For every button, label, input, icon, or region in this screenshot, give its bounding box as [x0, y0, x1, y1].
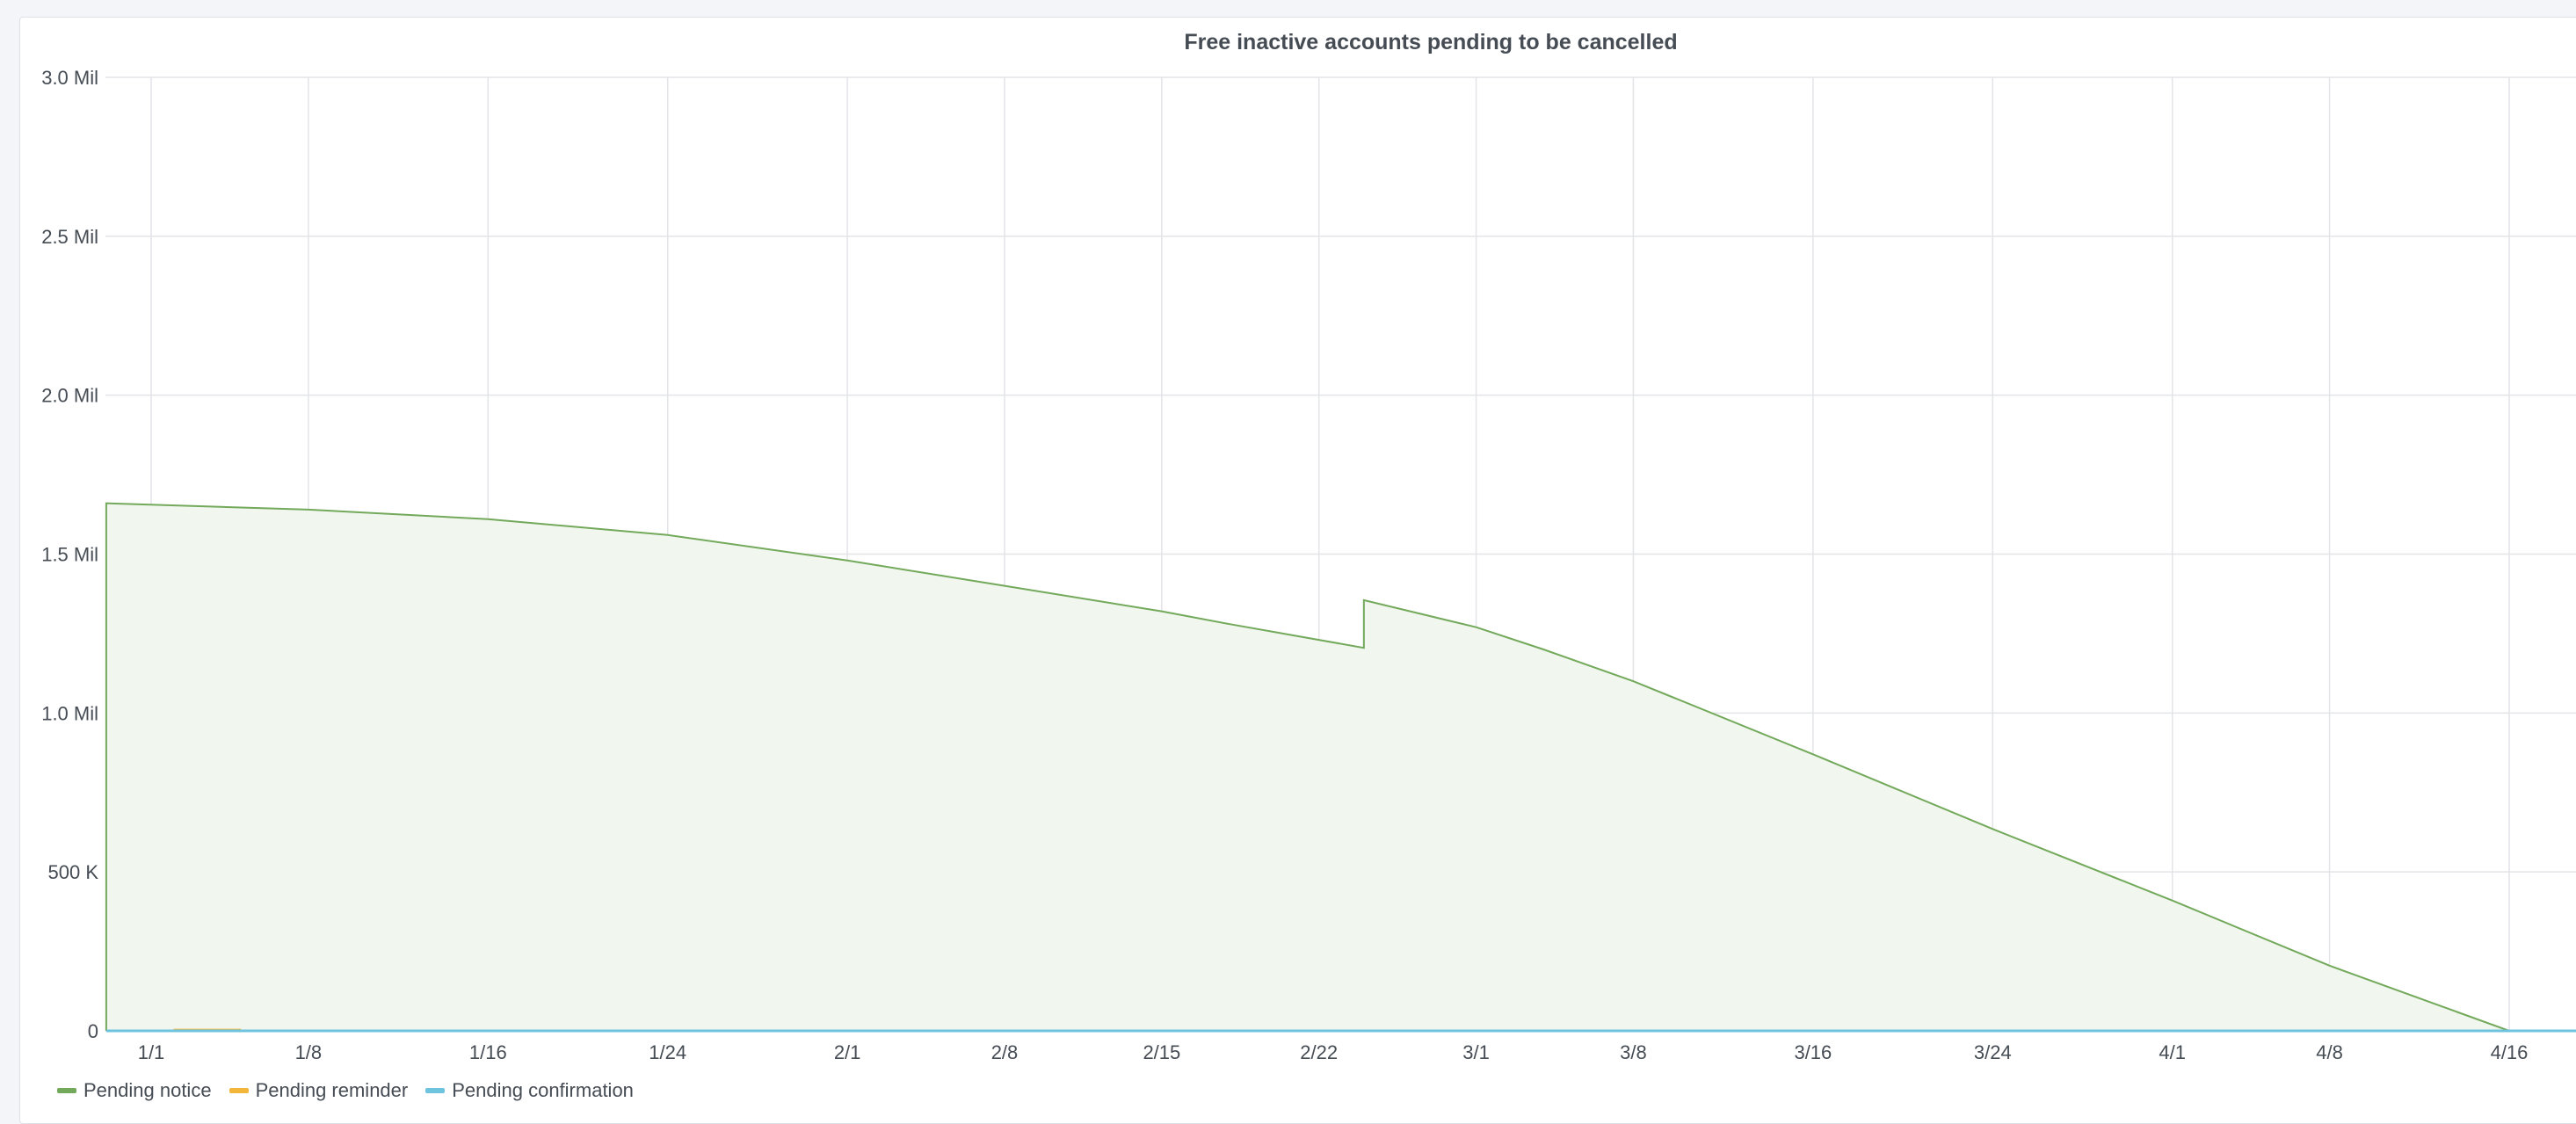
x-tick-label: 2/1 — [834, 1041, 861, 1063]
x-tick-label: 3/24 — [1974, 1041, 2012, 1063]
y-tick-label: 0 — [88, 1020, 98, 1042]
x-tick-label: 2/22 — [1300, 1041, 1338, 1063]
x-tick-label: 1/24 — [649, 1041, 686, 1063]
x-tick-label: 1/16 — [469, 1041, 507, 1063]
y-tick-label: 1.5 Mil — [41, 544, 98, 566]
x-tick-label: 4/1 — [2159, 1041, 2186, 1063]
legend-item-pending-notice[interactable]: Pending notice — [57, 1079, 212, 1102]
chart-title: Free inactive accounts pending to be can… — [1184, 30, 1678, 54]
legend-label: Pending reminder — [255, 1079, 409, 1101]
x-tick-label: 4/8 — [2316, 1041, 2343, 1063]
legend-swatch — [229, 1088, 249, 1093]
legend-swatch — [57, 1088, 76, 1093]
legend-swatch — [425, 1088, 446, 1093]
y-tick-label: 2.0 Mil — [41, 385, 98, 407]
y-tick-label: 1.0 Mil — [41, 702, 98, 724]
legend: Pending notice Pending reminder Pending co… — [57, 1079, 634, 1102]
legend-label: Pending notice — [83, 1079, 212, 1101]
x-tick-label: 2/15 — [1143, 1041, 1180, 1063]
x-tick-label: 2/8 — [991, 1041, 1019, 1063]
x-tick-label: 1/1 — [138, 1041, 165, 1063]
y-tick-label: 2.5 Mil — [41, 226, 98, 248]
x-axis: 1/1 1/8 1/16 1/24 2/1 2/8 2/15 2/22 3/1 3/8 3/16 3/… — [138, 1041, 2529, 1063]
x-tick-label: 3/8 — [1620, 1041, 1647, 1063]
legend-label: Pending confirmation — [452, 1079, 634, 1101]
area-layer — [105, 503, 2576, 1031]
line-layer — [105, 502, 2576, 1033]
x-tick-label: 3/1 — [1462, 1041, 1490, 1063]
legend-item-pending-confirmation[interactable]: Pending confirmation — [425, 1079, 634, 1102]
legend-item-pending-reminder[interactable]: Pending reminder — [229, 1079, 409, 1102]
y-tick-label: 3.0 Mil — [41, 67, 98, 89]
x-tick-label: 1/8 — [295, 1041, 323, 1063]
x-tick-label: 3/16 — [1794, 1041, 1832, 1063]
pending-notice-line[interactable] — [105, 502, 2576, 1032]
y-axis: 0 500 K 1.0 Mil 1.5 Mil 2.0 Mil 2.5 Mil 3.0 Mi… — [41, 67, 98, 1042]
y-tick-label: 500 K — [48, 861, 99, 883]
x-tick-label: 4/16 — [2491, 1041, 2529, 1063]
pending-notice-area — [105, 503, 2576, 1031]
